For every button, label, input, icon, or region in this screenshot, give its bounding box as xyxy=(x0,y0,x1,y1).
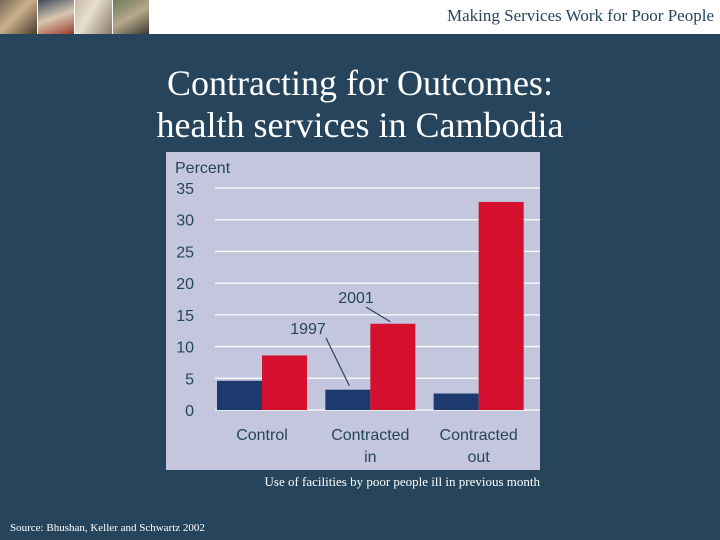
y-tick-label: 25 xyxy=(176,244,194,261)
y-axis-label: Percent xyxy=(175,160,231,177)
header-bar: Making Services Work for Poor People xyxy=(0,0,720,34)
header-photo xyxy=(0,0,38,34)
y-tick-label: 0 xyxy=(185,403,194,420)
x-tick-label: Contracted xyxy=(440,427,518,444)
annotation-1997: 1997 xyxy=(290,321,326,338)
slide-title-line-2: health services in Cambodia xyxy=(156,105,564,145)
header-photo xyxy=(37,0,75,34)
bar-1997 xyxy=(217,380,262,410)
y-tick-label: 30 xyxy=(176,213,194,230)
bar-1997 xyxy=(325,389,371,410)
header-title: Making Services Work for Poor People xyxy=(447,6,714,25)
header-photo xyxy=(112,0,150,34)
header-photo xyxy=(75,0,113,34)
bar-1997 xyxy=(433,393,479,410)
y-tick-label: 10 xyxy=(176,340,194,357)
bar-2001 xyxy=(478,201,524,410)
y-tick-label: 5 xyxy=(185,371,194,388)
source-note: Source: Bhushan, Keller and Schwartz 200… xyxy=(10,522,205,534)
annotation-2001: 2001 xyxy=(338,290,374,307)
x-tick-label: out xyxy=(468,449,491,466)
bar-2001 xyxy=(262,355,307,410)
annotation-2001-leader xyxy=(365,306,391,323)
annotation-1997-leader xyxy=(325,337,350,386)
slide-title-line-1: Contracting for Outcomes: xyxy=(167,63,553,103)
chart-caption: Use of facilities by poor people ill in … xyxy=(264,474,540,489)
header-photo-strip xyxy=(0,0,150,34)
chart-panel: 0 5 10 15 20 25 30 35 Control Contracted in Contrac… xyxy=(166,152,540,470)
x-tick-label: in xyxy=(364,449,376,466)
y-tick-label: 20 xyxy=(176,276,194,293)
slide-title: Contracting for Outcomes: health service… xyxy=(0,62,720,146)
x-tick-label: Control xyxy=(236,427,288,444)
x-tick-label: Contracted xyxy=(331,427,409,444)
bar-chart: 0 5 10 15 20 25 30 35 Control Contracted in Contrac… xyxy=(175,160,540,466)
bar-2001 xyxy=(370,323,416,410)
y-tick-label: 35 xyxy=(176,181,194,198)
y-tick-label: 15 xyxy=(176,308,194,325)
